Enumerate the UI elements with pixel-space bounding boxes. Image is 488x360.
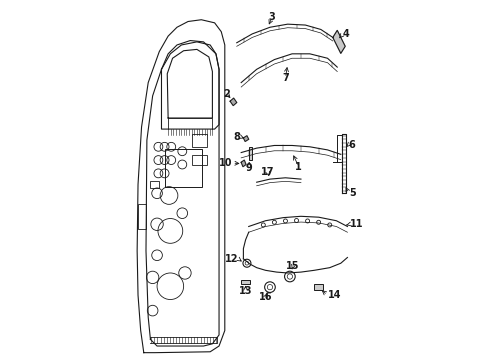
Text: 10: 10 — [218, 158, 232, 168]
Bar — [138, 204, 146, 229]
Text: 5: 5 — [348, 188, 355, 198]
Polygon shape — [243, 136, 248, 141]
Polygon shape — [332, 30, 345, 53]
Bar — [192, 155, 206, 165]
Text: 15: 15 — [285, 261, 299, 271]
Text: 9: 9 — [245, 163, 252, 172]
Bar — [192, 134, 206, 147]
Text: 6: 6 — [348, 140, 355, 150]
Polygon shape — [241, 160, 245, 167]
Text: 7: 7 — [282, 73, 288, 83]
Text: 8: 8 — [232, 132, 239, 141]
Bar — [241, 280, 249, 284]
Text: 1: 1 — [295, 162, 302, 172]
Text: 2: 2 — [223, 89, 229, 99]
Bar — [150, 181, 159, 188]
Text: 12: 12 — [224, 254, 238, 264]
Text: 13: 13 — [238, 286, 252, 296]
Bar — [314, 284, 323, 290]
Text: 4: 4 — [342, 29, 349, 39]
Text: 3: 3 — [268, 12, 275, 22]
Text: 14: 14 — [327, 290, 340, 300]
Text: 17: 17 — [261, 167, 274, 177]
Polygon shape — [230, 98, 236, 105]
Bar — [164, 149, 202, 186]
Text: 11: 11 — [349, 219, 363, 229]
Text: 16: 16 — [258, 292, 272, 302]
Bar — [248, 147, 251, 160]
